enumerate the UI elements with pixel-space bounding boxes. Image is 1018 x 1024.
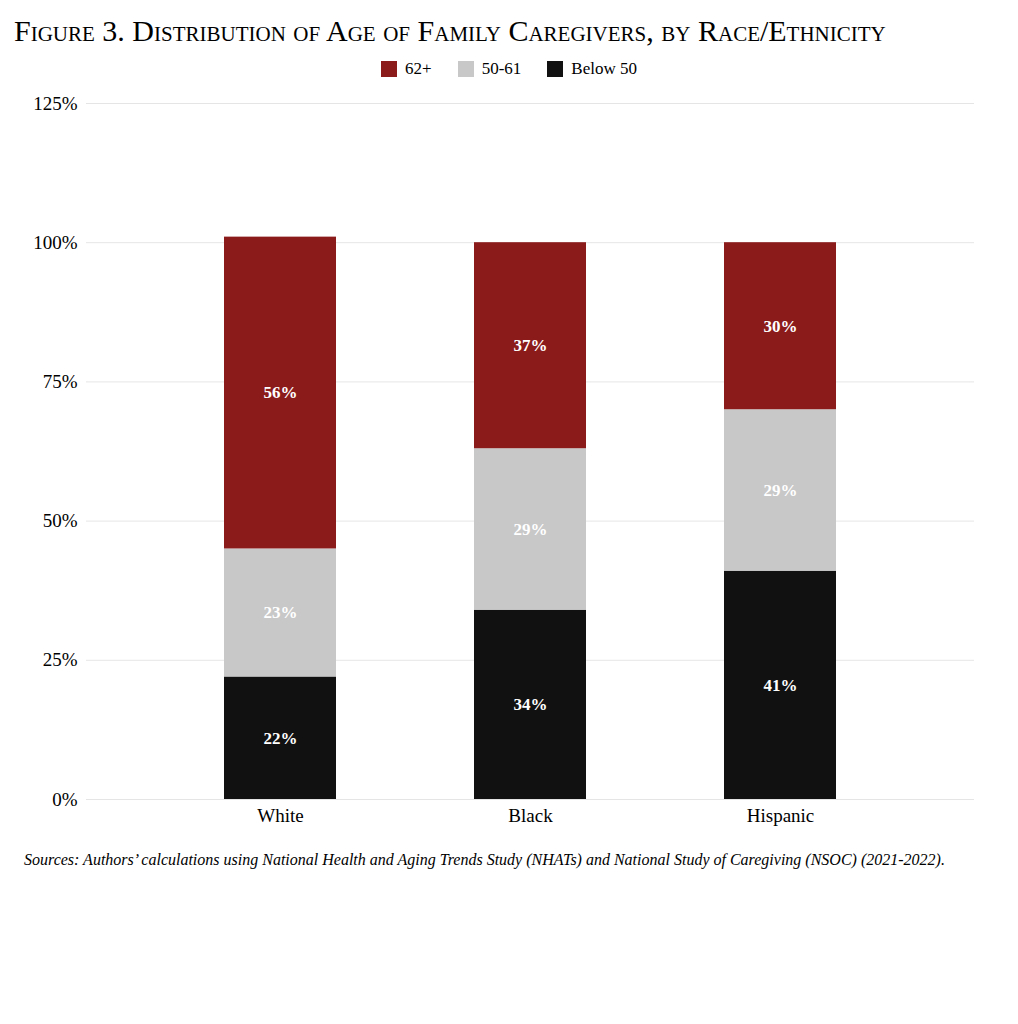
svg-text:25%: 25%	[43, 649, 78, 670]
html-text:62+: 62+	[405, 58, 432, 78]
svg-text:Black: Black	[508, 804, 553, 825]
svg-text:50%: 50%	[43, 510, 78, 531]
html-text:Sources: Authors’ calculations: Sources: Authors’ calculations using Nat…	[24, 850, 945, 868]
svg-text:23%: 23%	[264, 603, 298, 622]
html-text:Figure 3. Distribution of Age: Figure 3. Distribution of Age of Family …	[14, 14, 886, 47]
svg-text:29%: 29%	[514, 519, 548, 538]
svg-text:30%: 30%	[764, 316, 798, 335]
svg-text:22%: 22%	[264, 728, 298, 747]
svg-text:125%: 125%	[33, 92, 78, 113]
svg-text:100%: 100%	[33, 231, 78, 252]
html-text:Below 50: Below 50	[571, 58, 637, 78]
svg-text:Hispanic: Hispanic	[747, 804, 815, 825]
svg-text:37%: 37%	[514, 336, 548, 355]
svg-text:75%: 75%	[43, 370, 78, 391]
svg-text:34%: 34%	[514, 695, 548, 714]
svg-text:56%: 56%	[264, 383, 298, 402]
svg-text:29%: 29%	[764, 480, 798, 499]
html-text:50-61: 50-61	[481, 58, 522, 78]
svg-text:41%: 41%	[764, 675, 798, 694]
svg-text:White: White	[257, 804, 303, 825]
svg-text:0%: 0%	[52, 788, 78, 809]
